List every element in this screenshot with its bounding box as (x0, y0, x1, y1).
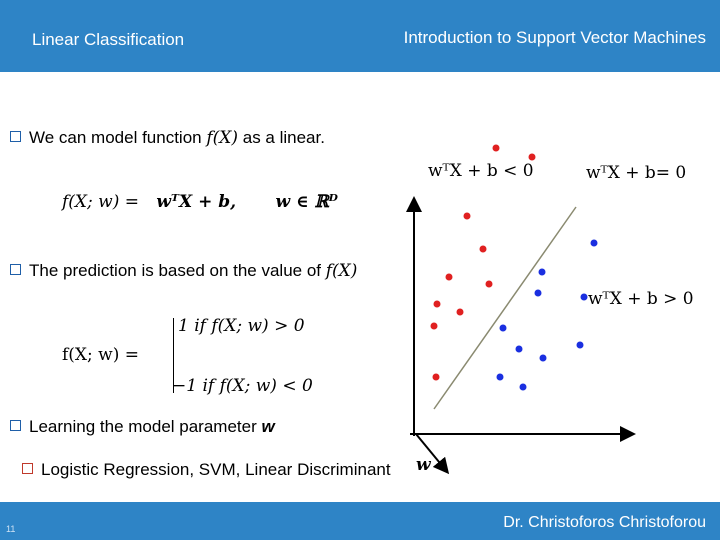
formula-domain: w ∈ ℝᴰ (275, 192, 338, 212)
negative-point-6 (433, 300, 441, 308)
bullet-square-icon (10, 131, 21, 142)
bullet-tail: as a linear. (238, 128, 325, 147)
formula-lhs: f(X; w) = (62, 192, 139, 212)
formula-rhs: wᵀX + b, (156, 192, 237, 212)
math-fx: f(X) (206, 128, 239, 148)
positive-point-0 (590, 239, 598, 247)
bullet-text: Logistic Regression, SVM, Linear Discrim… (41, 460, 391, 479)
bullet-text: We can model function (29, 128, 207, 147)
page-number: 11 (6, 524, 16, 534)
negative-point-5 (485, 280, 493, 288)
section-title: Linear Classification (32, 30, 185, 49)
positive-point-3 (580, 293, 588, 301)
data-points (430, 144, 598, 391)
case-positive: 1 if f(X; w) > 0 (178, 316, 305, 336)
header-bar: Linear Classification Introduction to Su… (0, 0, 720, 72)
decision-boundary-line (433, 206, 577, 410)
negative-point-1 (528, 153, 536, 161)
author-name: Dr. Christoforos Christoforou (503, 514, 706, 531)
label-negative-region: wᵀX + b < 0 (428, 161, 534, 181)
negative-point-4 (445, 273, 453, 281)
label-boundary: wᵀX + b= 0 (586, 163, 687, 183)
case-lhs: f(X; w) = (62, 345, 139, 365)
negative-point-7 (456, 308, 464, 316)
bullet-learning: Learning the model parameter w (10, 417, 275, 437)
positive-point-4 (499, 324, 507, 332)
label-positive-region: wᵀX + b > 0 (588, 289, 694, 309)
linear-formula: f(X; w) = wᵀX + b, w ∈ ℝᴰ (62, 192, 338, 212)
negative-point-0 (492, 144, 500, 152)
math-fx: f(X) (325, 261, 358, 281)
positive-point-2 (534, 289, 542, 297)
bullet-text: Learning the model parameter (29, 417, 262, 436)
bullet-text: The prediction is based on the value of (29, 261, 326, 280)
footer-bar: 11 Dr. Christoforos Christoforou (0, 502, 720, 540)
presentation-title: Introduction to Support Vector Machines (403, 28, 706, 47)
bullet-model-function: We can model function f(X) as a linear. (10, 128, 325, 148)
negative-point-8 (430, 322, 438, 330)
param-w: w (261, 417, 275, 436)
bullet-square-icon (22, 463, 33, 474)
negative-point-3 (479, 245, 487, 253)
label-w-vector: w (416, 455, 431, 475)
case-negative: −1 if f(X; w) < 0 (172, 376, 313, 396)
negative-point-2 (463, 212, 471, 220)
positive-point-6 (539, 354, 547, 362)
positive-point-5 (515, 345, 523, 353)
case-brace (173, 318, 174, 393)
bullet-square-icon (10, 420, 21, 431)
negative-point-9 (432, 373, 440, 381)
positive-point-8 (496, 373, 504, 381)
bullet-square-icon (10, 264, 21, 275)
positive-point-9 (519, 383, 527, 391)
positive-point-7 (576, 341, 584, 349)
positive-point-1 (538, 268, 546, 276)
sub-bullet-methods: Logistic Regression, SVM, Linear Discrim… (22, 460, 391, 480)
bullet-prediction: The prediction is based on the value of … (10, 261, 357, 281)
w-vector-arrow (415, 433, 450, 475)
